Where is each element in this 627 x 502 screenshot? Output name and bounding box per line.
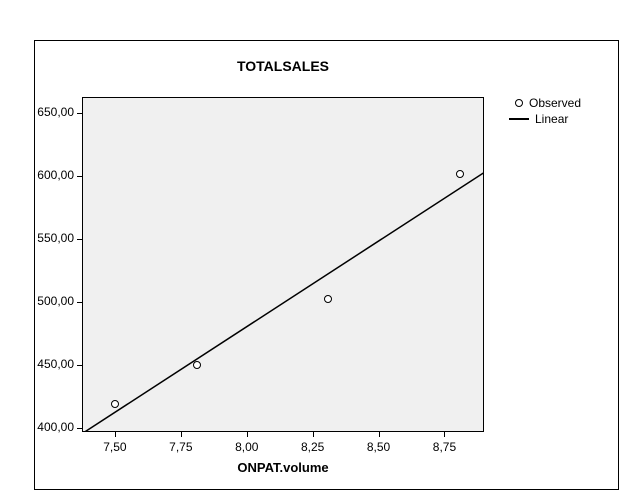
data-point — [456, 170, 464, 178]
y-tick — [77, 428, 82, 429]
y-tick-label: 550,00 — [32, 231, 74, 245]
y-tick — [77, 176, 82, 177]
x-tick-label: 7,75 — [161, 440, 201, 454]
legend-label: Linear — [535, 112, 568, 126]
y-tick — [77, 365, 82, 366]
x-tick — [115, 432, 116, 437]
x-tick — [313, 432, 314, 437]
legend-marker-line-icon — [509, 118, 529, 120]
y-tick-label: 450,00 — [32, 357, 74, 371]
x-tick — [181, 432, 182, 437]
x-tick-label: 8,75 — [424, 440, 464, 454]
plot-svg — [0, 0, 627, 502]
data-point — [193, 361, 201, 369]
y-tick — [77, 302, 82, 303]
y-tick-label: 400,00 — [32, 420, 74, 434]
legend-item: Linear — [515, 111, 581, 127]
x-tick-label: 8,00 — [227, 440, 267, 454]
data-point — [324, 295, 332, 303]
x-tick-label: 8,25 — [293, 440, 333, 454]
data-point — [111, 400, 119, 408]
y-tick — [77, 239, 82, 240]
legend-item: Observed — [515, 95, 581, 111]
y-tick-label: 500,00 — [32, 294, 74, 308]
y-tick-label: 650,00 — [32, 105, 74, 119]
y-tick — [77, 113, 82, 114]
x-tick-label: 7,50 — [95, 440, 135, 454]
x-tick — [379, 432, 380, 437]
legend-marker-circle-icon — [515, 99, 523, 107]
chart-container: TOTALSALES 400,00450,00500,00550,00600,0… — [0, 0, 627, 502]
x-tick — [247, 432, 248, 437]
y-tick-label: 600,00 — [32, 168, 74, 182]
x-tick-label: 8,50 — [359, 440, 399, 454]
legend-label: Observed — [529, 96, 581, 110]
x-axis-label: ONPAT.volume — [82, 460, 484, 475]
legend: Observed Linear — [515, 95, 581, 127]
x-tick — [444, 432, 445, 437]
fit-line — [85, 173, 484, 432]
